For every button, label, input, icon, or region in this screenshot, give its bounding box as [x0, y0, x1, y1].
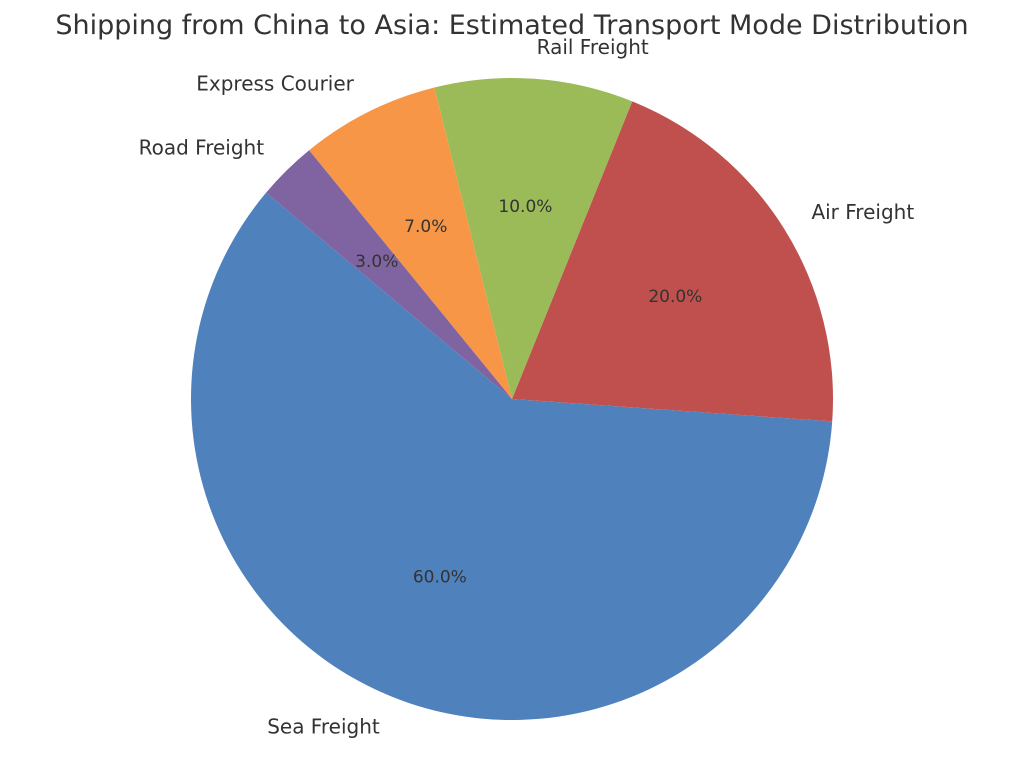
pie-slice-road-freight	[266, 150, 512, 399]
slice-label-rail-freight: Rail Freight	[537, 35, 649, 59]
pct-label-rail-freight: 10.0%	[498, 197, 552, 217]
pie-slice-air-freight	[512, 101, 834, 422]
pct-label-sea-freight: 60.0%	[413, 568, 467, 588]
pie-labels: Sea Freight 60.0% Air Freight 20.0% Rail Fre…	[139, 35, 915, 739]
pie-slice-sea-freight	[191, 192, 833, 721]
chart-title: Shipping from China to Asia: Estimated T…	[55, 10, 968, 41]
slice-label-sea-freight: Sea Freight	[267, 714, 380, 738]
pct-label-express-courier: 7.0%	[404, 217, 447, 237]
pie-slices	[191, 78, 834, 721]
pie-slice-express-courier	[309, 87, 512, 400]
slice-label-air-freight: Air Freight	[811, 200, 914, 224]
slice-label-express-courier: Express Courier	[196, 71, 354, 95]
slice-label-road-freight: Road Freight	[139, 136, 265, 160]
pct-label-road-freight: 3.0%	[355, 252, 398, 272]
pct-label-air-freight: 20.0%	[648, 287, 702, 307]
pie-slice-rail-freight	[434, 78, 633, 400]
